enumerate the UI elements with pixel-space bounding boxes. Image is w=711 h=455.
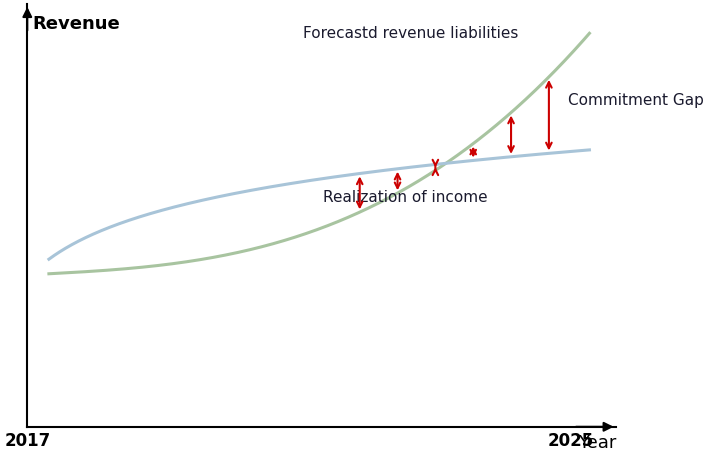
Text: Forecastd revenue liabilities: Forecastd revenue liabilities (304, 25, 519, 40)
Text: Realization of income: Realization of income (324, 190, 488, 205)
Text: Commitment Gap: Commitment Gap (568, 93, 704, 108)
Text: 2017: 2017 (4, 432, 50, 450)
Text: Revenue: Revenue (33, 15, 120, 33)
Text: Year: Year (578, 434, 616, 452)
Text: 2025: 2025 (547, 432, 594, 450)
